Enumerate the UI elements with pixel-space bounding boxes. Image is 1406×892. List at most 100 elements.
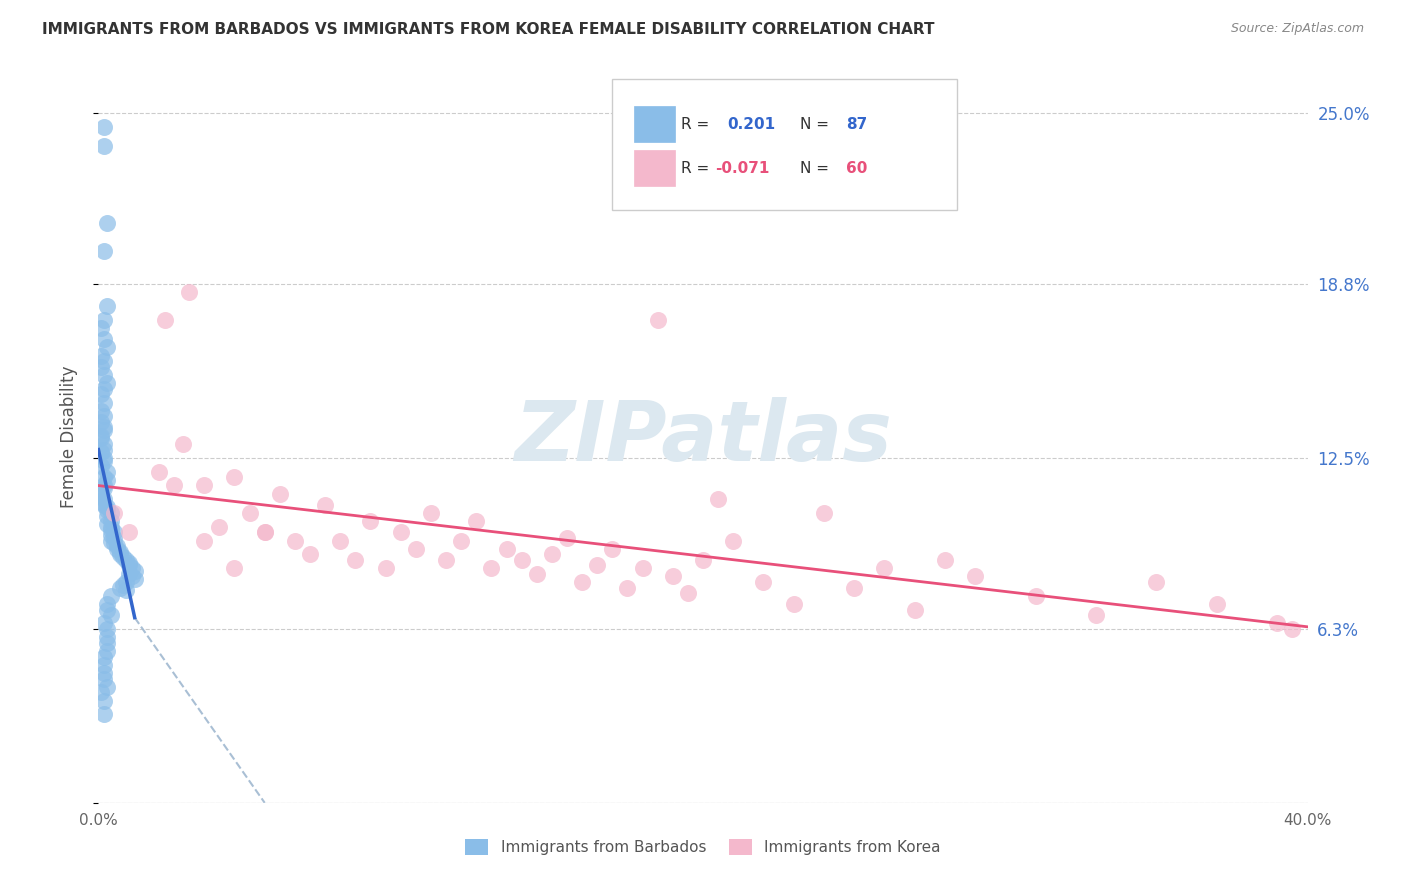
Point bbox=[90, 445, 112, 459]
Point bbox=[314, 498, 336, 512]
Point bbox=[90, 495, 112, 509]
Point bbox=[100, 608, 122, 623]
Point bbox=[96, 465, 118, 479]
Point bbox=[602, 541, 624, 556]
Point bbox=[1024, 589, 1046, 603]
Point bbox=[450, 533, 472, 548]
Point bbox=[934, 553, 956, 567]
Point bbox=[96, 500, 118, 515]
Point bbox=[93, 437, 115, 451]
Point bbox=[96, 299, 118, 313]
Point bbox=[526, 566, 548, 581]
Point bbox=[389, 525, 412, 540]
Point bbox=[1206, 597, 1229, 611]
Point bbox=[1281, 622, 1303, 636]
Point bbox=[103, 525, 125, 540]
Point bbox=[153, 312, 176, 326]
Point bbox=[96, 622, 118, 636]
Point bbox=[121, 561, 143, 575]
Point bbox=[103, 506, 125, 520]
Point bbox=[103, 531, 125, 545]
Point bbox=[103, 536, 125, 550]
Point bbox=[96, 636, 118, 650]
Text: 0.201: 0.201 bbox=[727, 117, 775, 132]
Point bbox=[692, 553, 714, 567]
Point bbox=[105, 541, 128, 556]
Point bbox=[100, 520, 122, 534]
Point bbox=[100, 528, 122, 542]
Point bbox=[118, 566, 141, 581]
Point bbox=[90, 387, 112, 401]
Point bbox=[481, 561, 503, 575]
Point bbox=[465, 514, 488, 528]
Point bbox=[93, 312, 115, 326]
Point bbox=[96, 216, 118, 230]
Point bbox=[661, 569, 683, 583]
Point bbox=[114, 583, 136, 598]
Point bbox=[93, 332, 115, 346]
Point bbox=[90, 359, 112, 374]
Point bbox=[676, 586, 699, 600]
Point bbox=[93, 616, 115, 631]
Point bbox=[100, 589, 122, 603]
Point bbox=[90, 685, 112, 699]
Point bbox=[1085, 608, 1108, 623]
Point bbox=[96, 516, 118, 531]
Point bbox=[90, 404, 112, 418]
Point bbox=[108, 544, 131, 558]
Point bbox=[873, 561, 896, 575]
Point bbox=[93, 453, 115, 467]
Point bbox=[111, 578, 134, 592]
Point bbox=[121, 569, 143, 583]
Point bbox=[253, 525, 276, 540]
Point bbox=[114, 574, 136, 589]
Text: 60: 60 bbox=[845, 161, 868, 176]
Point bbox=[93, 478, 115, 492]
Point bbox=[100, 514, 122, 528]
Point bbox=[93, 423, 115, 437]
Point bbox=[647, 312, 669, 326]
Point bbox=[96, 473, 118, 487]
Point bbox=[93, 666, 115, 681]
Point bbox=[90, 428, 112, 442]
Point bbox=[118, 556, 141, 570]
Text: Source: ZipAtlas.com: Source: ZipAtlas.com bbox=[1230, 22, 1364, 36]
Point bbox=[90, 490, 112, 504]
Point bbox=[93, 657, 115, 672]
Point bbox=[93, 481, 115, 495]
Point bbox=[111, 550, 134, 565]
Point bbox=[616, 581, 638, 595]
Point bbox=[299, 548, 322, 562]
Point bbox=[124, 564, 146, 578]
Point bbox=[114, 553, 136, 567]
Point bbox=[752, 574, 775, 589]
Point bbox=[108, 548, 131, 562]
Point bbox=[96, 503, 118, 517]
Point bbox=[93, 672, 115, 686]
Point bbox=[100, 533, 122, 548]
Text: N =: N = bbox=[800, 161, 828, 176]
Point bbox=[434, 553, 457, 567]
Point bbox=[96, 376, 118, 391]
Point bbox=[93, 120, 115, 134]
Point bbox=[420, 506, 443, 520]
Point bbox=[172, 437, 194, 451]
Point bbox=[540, 548, 562, 562]
Point bbox=[96, 630, 118, 644]
Point bbox=[344, 553, 367, 567]
Point bbox=[571, 574, 593, 589]
Point bbox=[555, 531, 578, 545]
Point bbox=[93, 354, 115, 368]
Point bbox=[90, 321, 112, 335]
Point bbox=[631, 561, 654, 575]
Point bbox=[405, 541, 427, 556]
Point bbox=[96, 602, 118, 616]
Point bbox=[813, 506, 835, 520]
Text: -0.071: -0.071 bbox=[716, 161, 769, 176]
Point bbox=[904, 602, 927, 616]
Point bbox=[707, 492, 730, 507]
Point bbox=[124, 572, 146, 586]
Point bbox=[93, 139, 115, 153]
Point bbox=[90, 349, 112, 363]
Point bbox=[90, 415, 112, 429]
